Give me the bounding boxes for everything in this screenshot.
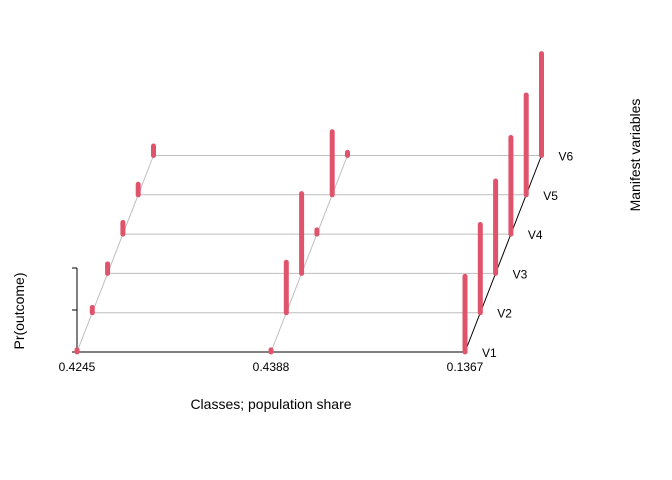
variable-label: V2 xyxy=(497,307,512,321)
grid-depth-line xyxy=(270,155,348,353)
grid-depth-line xyxy=(76,155,154,353)
z-axis-label: Manifest variables xyxy=(627,99,643,212)
variable-label: V3 xyxy=(513,267,528,281)
bars xyxy=(74,51,544,355)
z-axis-line xyxy=(464,155,542,353)
y-axis-label: Pr(outcome) xyxy=(11,272,27,349)
class-tick-label: 0.1367 xyxy=(447,360,484,374)
class-tick-label: 0.4388 xyxy=(253,360,290,374)
variable-label: V6 xyxy=(559,150,574,164)
variable-label: V1 xyxy=(482,346,497,360)
variable-label: V5 xyxy=(543,189,558,203)
class-tick-label: 0.4245 xyxy=(59,360,96,374)
x-axis-label: Classes; population share xyxy=(190,396,351,412)
grid xyxy=(76,155,542,353)
variable-label: V4 xyxy=(528,228,543,242)
